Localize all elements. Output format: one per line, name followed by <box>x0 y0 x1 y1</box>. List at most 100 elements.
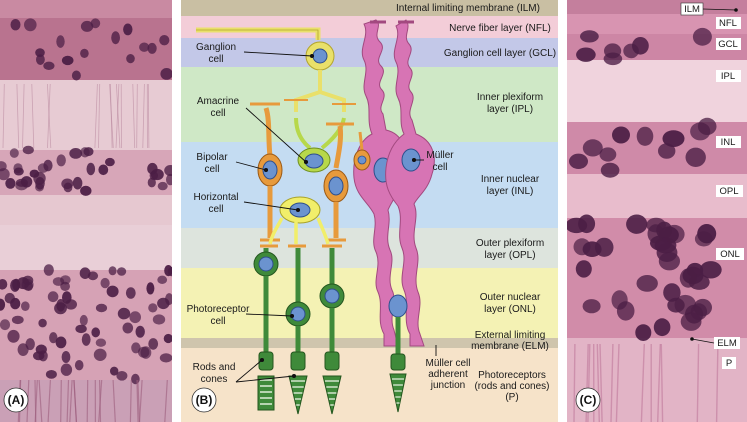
plexiform-fiber <box>22 83 25 149</box>
label-photoreceptor-l2: cell <box>210 316 225 327</box>
nucleus <box>139 42 150 52</box>
plexiform-fiber <box>115 83 120 149</box>
layer-label-ipl-l1: Inner plexiform <box>477 92 543 103</box>
nucleus <box>43 61 55 70</box>
photoreceptor-fiber <box>596 343 600 422</box>
pc-label-elm: ELM <box>717 338 737 349</box>
nucleus <box>25 338 35 351</box>
layer-label-ilm: Internal limiting membrane (ILM) <box>396 3 540 14</box>
layer-label-gcl: Ganglion cell layer (GCL) <box>444 48 556 59</box>
nucleus <box>157 275 168 284</box>
nucleus <box>635 324 652 341</box>
plexiform-fiber <box>110 83 113 149</box>
nucleus <box>656 243 678 262</box>
nucleus <box>580 30 599 43</box>
nucleus <box>111 31 120 45</box>
nucleus <box>43 159 53 172</box>
layer-label-inl-l2: layer (INL) <box>487 186 534 197</box>
nucleus <box>125 287 136 299</box>
nucleus <box>692 27 712 46</box>
ganglion-cell <box>196 27 356 112</box>
panel-b-tag-text: (B) <box>196 393 213 407</box>
nucleus <box>662 130 685 148</box>
layer-label-onl-l2: layer (ONL) <box>484 304 536 315</box>
nucleus <box>9 148 19 158</box>
panel-c-layer-labels: ILM NFL GCL IPL INL OPL ONL ELM P <box>680 2 744 369</box>
panel-b-tag: (B) <box>191 387 217 413</box>
nucleus <box>79 314 88 326</box>
nucleus <box>117 307 131 320</box>
nucleus <box>52 277 65 286</box>
nucleus <box>24 18 37 32</box>
pc-label-p: P <box>726 358 732 369</box>
label-horizontal-l2: cell <box>208 204 223 215</box>
nucleus <box>93 348 107 361</box>
layer-label-opl-l1: Outer plexiform <box>476 238 544 249</box>
nucleus <box>582 139 603 157</box>
nucleus <box>159 35 170 46</box>
pc-label-inl: INL <box>721 137 736 148</box>
nucleus <box>108 266 117 276</box>
photoreceptor-fiber <box>66 379 70 422</box>
nucleus <box>147 177 156 188</box>
label-bipolar-l2: cell <box>204 164 219 175</box>
nucleus <box>116 371 128 381</box>
nucleus <box>604 43 622 59</box>
nucleus <box>86 162 96 176</box>
nucleus <box>699 261 722 279</box>
band-ilm <box>181 0 558 16</box>
nucleus <box>10 19 21 31</box>
bipolar-cell-left <box>250 102 283 242</box>
layer-label-elm-l2: membrane (ELM) <box>471 341 549 352</box>
label-junction-l1: Müller cell <box>425 358 470 369</box>
nucleus <box>106 285 119 298</box>
amacrine-cell <box>294 117 346 173</box>
photoreceptor-fiber <box>615 343 620 422</box>
nucleus <box>71 70 81 81</box>
plexiform-fiber <box>147 83 150 149</box>
photoreceptor-fiber <box>640 343 645 422</box>
plexiform-fiber <box>31 83 35 149</box>
panel-a-nuclei <box>0 18 172 385</box>
nucleus <box>146 282 155 295</box>
nucleus <box>21 301 30 312</box>
nucleus <box>616 301 635 321</box>
nucleus <box>62 291 72 304</box>
nucleus <box>653 318 671 337</box>
panel-b-schematic: Ganglion cell Amacrine cell Bipolar cell Ho… <box>181 0 558 422</box>
label-photoreceptor-l1: Photoreceptor <box>187 304 250 315</box>
nucleus <box>575 260 592 278</box>
leader-lines <box>235 51 437 383</box>
nucleus <box>612 126 630 144</box>
layer-label-p-l1: Photoreceptors <box>478 370 546 381</box>
panel-a-tag-text: (A) <box>8 393 25 407</box>
nucleus <box>100 277 110 289</box>
photoreceptor-fiber <box>69 379 73 422</box>
panel-a-fibers <box>2 83 168 422</box>
label-rods-cones-l2: cones <box>201 374 228 385</box>
nucleus <box>679 268 697 288</box>
nucleus <box>582 241 602 257</box>
nucleus <box>0 279 8 290</box>
nucleus <box>83 147 94 157</box>
nucleus <box>697 224 717 244</box>
nucleus <box>599 147 617 162</box>
nucleus <box>636 275 658 292</box>
nucleus <box>576 47 596 62</box>
label-amacrine-l2: cell <box>210 108 225 119</box>
nucleus <box>664 224 685 244</box>
label-junction-l2: adherent <box>428 369 468 380</box>
nucleus <box>160 68 172 80</box>
plexiform-fiber <box>116 83 121 149</box>
svg-text:Photoreceptors(rods and cones): Photoreceptors (rods and cones) (P) <box>474 370 549 403</box>
photoreceptor-fiber <box>715 343 719 422</box>
nucleus <box>13 163 23 174</box>
label-muller-l2: cell <box>432 162 447 173</box>
nucleus <box>626 214 648 234</box>
label-amacrine-l1: Amacrine <box>197 96 240 107</box>
